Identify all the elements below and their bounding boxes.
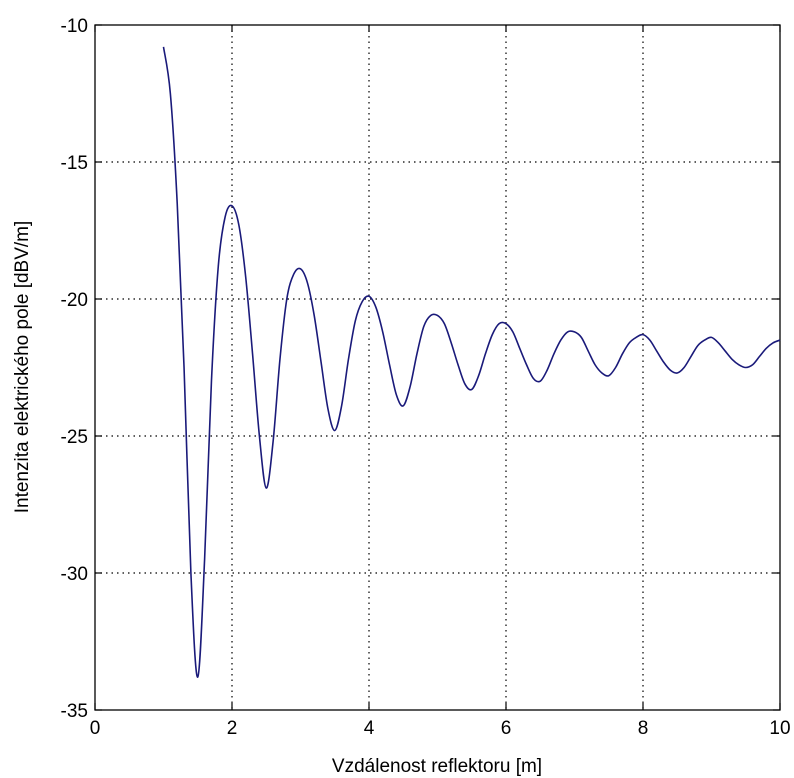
y-tick-label: -35 — [61, 701, 88, 722]
y-tick-label: -15 — [61, 153, 88, 174]
series-line — [162, 46, 781, 678]
y-tick-label: -30 — [61, 564, 88, 585]
x-tick-label: 8 — [638, 718, 649, 739]
x-tick-labels: 0 2 4 6 8 10 — [90, 718, 791, 739]
y-tick-label: -25 — [61, 427, 88, 448]
y-tick-label: -20 — [61, 290, 88, 311]
grid — [95, 25, 780, 710]
x-tick-label: 10 — [769, 718, 790, 739]
x-axis-label: Vzdálenost reflektoru [m] — [332, 756, 542, 777]
axis-ticks — [94, 24, 781, 711]
series-group — [162, 46, 781, 678]
y-axis-label: Intenzita elektrického pole [dBV/m] — [12, 221, 33, 514]
x-tick-label: 2 — [227, 718, 238, 739]
x-tick-label: 4 — [364, 718, 375, 739]
x-tick-label: 6 — [501, 718, 512, 739]
y-tick-labels: -35 -30 -25 -20 -15 -10 — [61, 16, 88, 722]
y-tick-label: -10 — [61, 16, 88, 37]
plot-frame — [94, 24, 781, 711]
x-tick-label: 0 — [90, 718, 101, 739]
